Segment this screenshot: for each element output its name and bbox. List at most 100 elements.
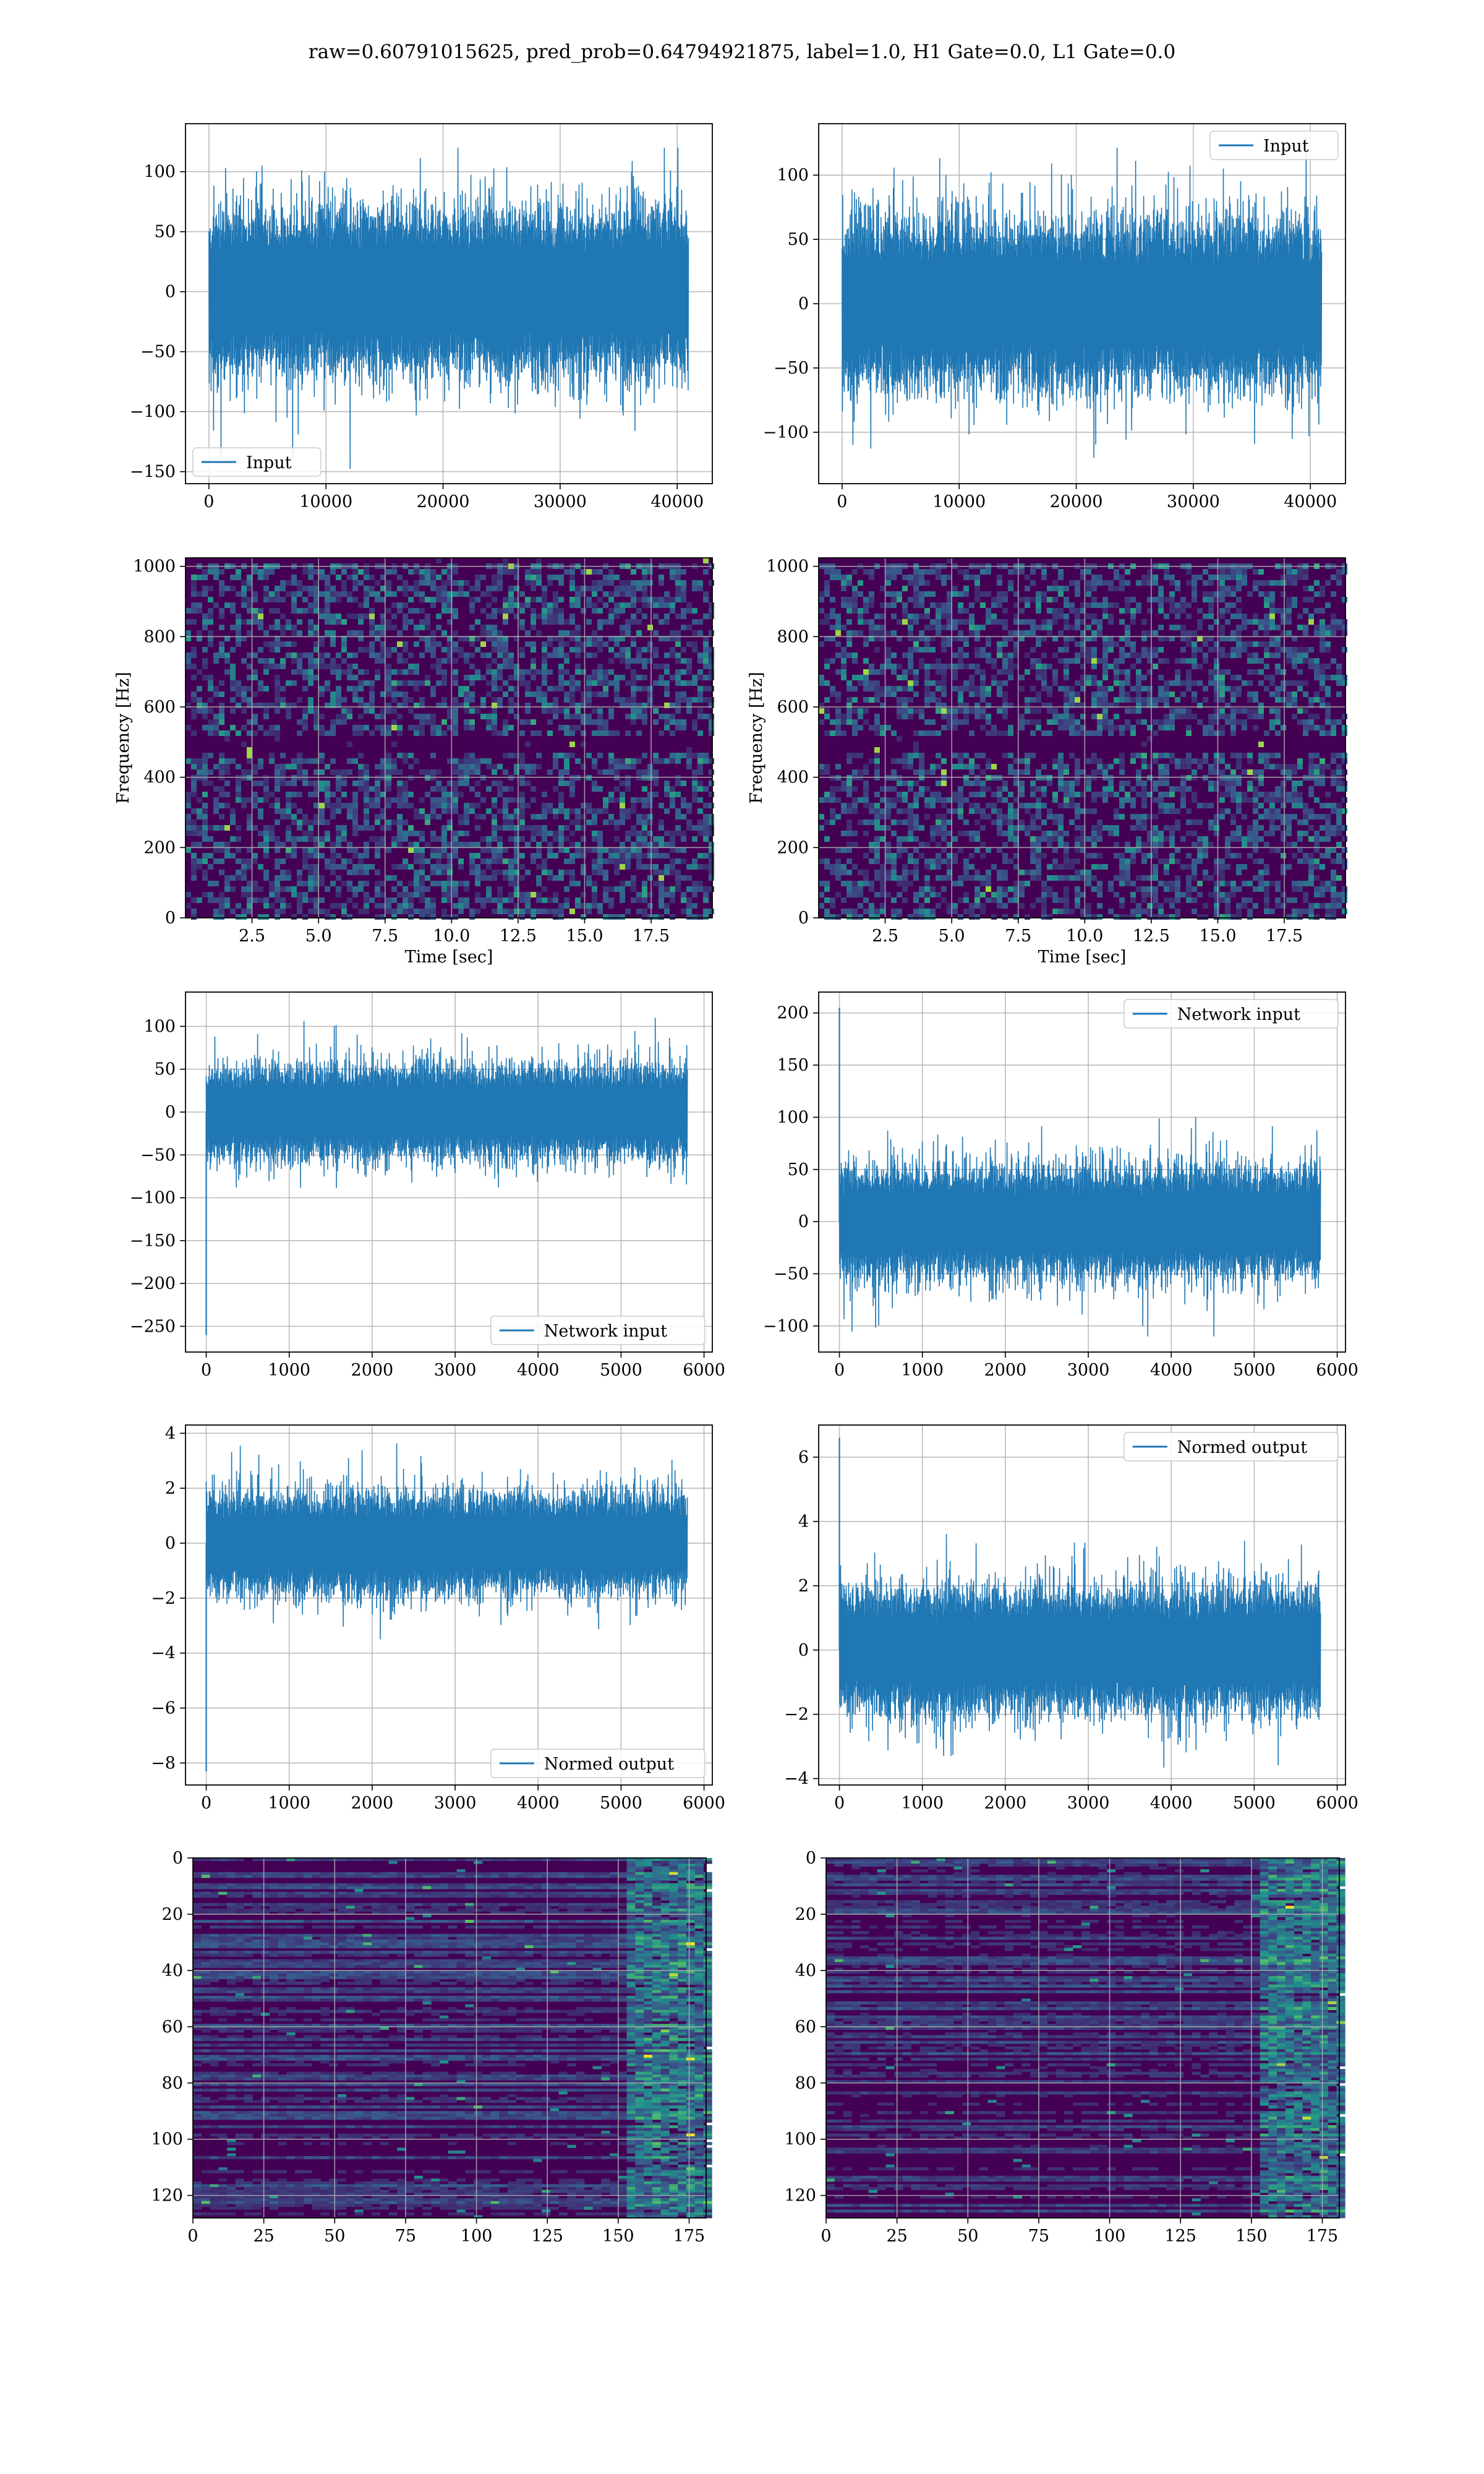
- x-tick-label: 50: [957, 2227, 978, 2246]
- chart-l1-feature-map: 0 25 50 75 100 125 150 175 0 20 40 60 80 100 120: [784, 1849, 1345, 2246]
- y-tick-label: 0: [165, 1534, 176, 1553]
- x-tick-label: 175: [1307, 2227, 1339, 2246]
- axes-frame: [818, 557, 1346, 918]
- y-tick-label: −150: [130, 1231, 176, 1251]
- x-tick-label: 0: [201, 1794, 211, 1813]
- y-tick-label: 200: [143, 838, 176, 857]
- y-tick-label: −50: [140, 343, 176, 362]
- x-tick-label: 12.5: [1133, 927, 1170, 946]
- chart-l1-normed-output: 0 1000 2000 3000 4000 5000 6000 6 4 2 0 −2 −4 Normed …: [784, 1424, 1358, 1813]
- x-tick-label: 6000: [1316, 1361, 1358, 1380]
- x-tick-label: 0: [834, 1361, 845, 1380]
- x-tick-label: 0: [201, 1361, 211, 1380]
- y-tick-label: −100: [130, 403, 176, 422]
- x-tick-label: 5000: [1233, 1794, 1276, 1813]
- y-tick-label: −50: [140, 1145, 176, 1165]
- x-tick-label: 6000: [683, 1794, 725, 1813]
- x-tick-label: 0: [834, 1794, 845, 1813]
- x-tick-label: 125: [531, 2227, 563, 2246]
- x-tick-label: 10000: [299, 492, 352, 511]
- x-tick-label: 5.0: [939, 927, 965, 946]
- y-tick-label: 100: [777, 166, 809, 185]
- series-line: [842, 136, 1323, 458]
- x-tick-label: 100: [1094, 2227, 1126, 2246]
- y-tick-label: −8: [151, 1753, 176, 1773]
- x-tick-label: 4000: [517, 1794, 560, 1813]
- x-tick-label: 1000: [268, 1361, 310, 1380]
- legend: Network input: [490, 1316, 706, 1345]
- x-tick-label: 3000: [434, 1361, 477, 1380]
- grid-lines: [819, 558, 1345, 918]
- y-tick-label: 100: [143, 163, 176, 182]
- y-axis-label: Frequency [Hz]: [747, 672, 766, 803]
- y-tick-label: −150: [130, 463, 176, 482]
- spectrogram-cells: [186, 558, 714, 920]
- axes-frame: [825, 1857, 1340, 2219]
- y-tick-label: −50: [774, 1264, 809, 1283]
- y-tick-label: −6: [151, 1699, 176, 1718]
- y-tick-label: 1000: [133, 557, 176, 576]
- y-tick-label: 100: [777, 1108, 809, 1127]
- y-tick-label: 20: [795, 1905, 816, 1924]
- x-tick-label: 15.0: [566, 927, 603, 946]
- x-tick-label: 6000: [683, 1361, 725, 1380]
- axes-frame: [818, 991, 1346, 1353]
- legend: Input: [192, 447, 322, 477]
- y-tick-label: −4: [151, 1644, 176, 1663]
- y-tick-label: 1000: [766, 557, 809, 576]
- x-tick-label: 4000: [1150, 1361, 1193, 1380]
- chart-h1-network-input: 0 1000 2000 3000 4000 5000 6000 100 50 0 −50 −100 −1…: [130, 991, 725, 1380]
- x-tick-label: 0: [203, 492, 214, 511]
- y-tick-label: 2: [165, 1479, 176, 1498]
- x-tick-label: 7.5: [372, 927, 398, 946]
- y-tick-label: 80: [162, 2074, 183, 2093]
- x-tick-label: 30000: [534, 492, 587, 511]
- y-tick-label: 0: [798, 1641, 809, 1660]
- legend-box: [1209, 131, 1339, 160]
- legend: Input: [1209, 131, 1339, 160]
- y-tick-label: 200: [777, 838, 809, 857]
- legend-label: Network input: [1177, 1005, 1300, 1024]
- y-axis-label: Frequency [Hz]: [114, 672, 133, 803]
- legend-box: [490, 1316, 706, 1345]
- x-tick-label: 4000: [517, 1361, 560, 1380]
- y-tick-label: −2: [151, 1589, 176, 1608]
- y-tick-label: 4: [798, 1512, 809, 1531]
- y-tick-label: 0: [165, 283, 176, 302]
- y-tick-label: −2: [784, 1705, 809, 1724]
- legend: Network input: [1124, 999, 1339, 1029]
- x-tick-label: 10.0: [1066, 927, 1103, 946]
- x-tick-label: 125: [1164, 2227, 1196, 2246]
- y-tick-label: 6: [798, 1448, 809, 1467]
- x-tick-label: 175: [673, 2227, 706, 2246]
- series-line: [208, 147, 689, 469]
- x-tick-label: 150: [602, 2227, 634, 2246]
- y-tick-label: 600: [143, 698, 176, 717]
- x-tick-label: 1000: [268, 1794, 310, 1813]
- feature-map-cells: [826, 1858, 1345, 2219]
- x-tick-label: 2000: [351, 1361, 394, 1380]
- chart-h1-spectrogram: 2.5 5.0 7.5 10.0 12.5 15.0 17.5 0 200 400 600 800 10…: [114, 557, 714, 967]
- x-tick-label: 1000: [901, 1361, 944, 1380]
- series-line: [205, 1443, 688, 1640]
- x-tick-label: 0: [187, 2227, 198, 2246]
- y-tick-label: −4: [784, 1770, 809, 1789]
- x-axis-label: Time [sec]: [405, 948, 493, 967]
- y-tick-label: 600: [777, 698, 809, 717]
- legend-label: Network input: [544, 1322, 667, 1341]
- x-tick-label: 25: [253, 2227, 274, 2246]
- y-tick-label: 50: [155, 223, 176, 242]
- x-tick-label: 3000: [1067, 1794, 1110, 1813]
- legend-label: Normed output: [544, 1755, 674, 1774]
- chart-l1-spectrogram: 2.5 5.0 7.5 10.0 12.5 15.0 17.5 0 200 400 600 800 10…: [747, 557, 1347, 967]
- y-tick-label: 800: [777, 627, 809, 646]
- y-tick-label: 0: [798, 1212, 809, 1231]
- x-tick-label: 5.0: [305, 927, 332, 946]
- x-axis-label: Time [sec]: [1038, 948, 1127, 967]
- y-tick-label: 2: [798, 1577, 809, 1596]
- y-tick-label: 120: [151, 2186, 183, 2206]
- x-tick-label: 75: [1028, 2227, 1049, 2246]
- x-tick-label: 2000: [984, 1794, 1027, 1813]
- x-tick-label: 5000: [1233, 1361, 1276, 1380]
- axes-frame: [818, 1424, 1346, 1786]
